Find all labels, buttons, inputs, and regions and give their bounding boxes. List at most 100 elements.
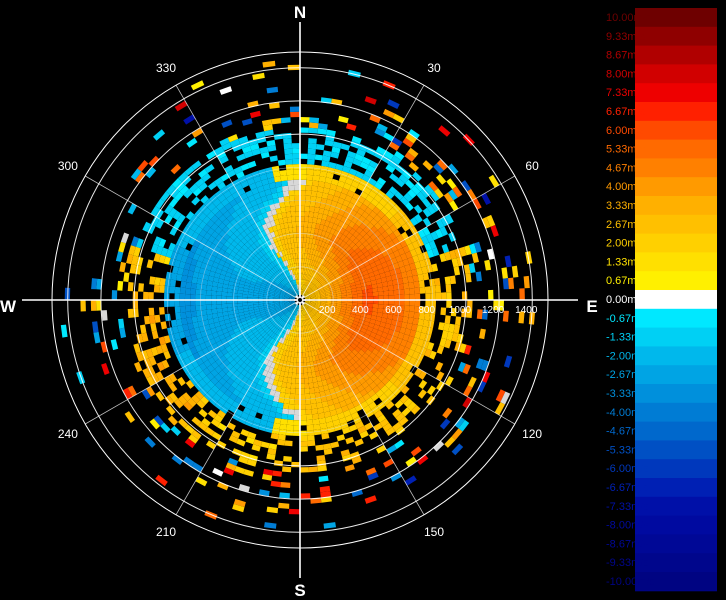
velocity-cell [314, 327, 319, 333]
velocity-cell [283, 260, 287, 267]
velocity-cell [283, 355, 288, 362]
velocity-cell [255, 312, 261, 317]
velocity-cell [233, 166, 243, 175]
velocity-cell [274, 291, 281, 295]
velocity-cell [258, 305, 265, 309]
velocity-cell [212, 331, 219, 339]
velocity-cell [263, 247, 269, 254]
velocity-cell [295, 378, 300, 384]
velocity-cell [248, 245, 255, 252]
velocity-cell [378, 295, 384, 300]
velocity-cell [322, 274, 328, 279]
velocity-cell [257, 327, 264, 333]
velocity-cell [192, 352, 201, 361]
velocity-cell [282, 279, 287, 285]
velocity-cell [276, 317, 282, 323]
velocity-cell [402, 277, 409, 284]
velocity-cell [293, 291, 297, 297]
velocity-cell [194, 226, 203, 235]
velocity-cell [226, 268, 234, 274]
velocity-cell [196, 315, 203, 322]
velocity-cell [284, 297, 290, 299]
velocity-cell [225, 271, 232, 278]
velocity-cell [287, 282, 292, 288]
velocity-cell [237, 269, 245, 275]
velocity-cell [210, 266, 217, 273]
velocity-cell [296, 331, 299, 337]
velocity-cell [503, 355, 513, 368]
velocity-cell [229, 393, 238, 401]
velocity-cell [334, 350, 340, 357]
velocity-cell [343, 356, 350, 364]
velocity-cell [300, 430, 308, 436]
velocity-cell [494, 402, 505, 416]
velocity-cell [271, 351, 277, 358]
velocity-cell [289, 106, 300, 112]
velocity-cell [263, 124, 273, 132]
velocity-cell [320, 219, 326, 226]
velocity-cell [314, 332, 319, 339]
velocity-cell [393, 250, 401, 258]
velocity-cell [327, 272, 333, 277]
velocity-cell [182, 268, 189, 277]
velocity-cell [219, 86, 233, 95]
velocity-cell [295, 253, 298, 259]
range-label: 1000 [449, 305, 472, 316]
velocity-cell [280, 305, 286, 309]
velocity-cell [230, 352, 238, 360]
velocity-cell [257, 335, 263, 341]
velocity-cell [309, 265, 314, 271]
velocity-cell [330, 306, 336, 310]
velocity-cell [188, 328, 196, 336]
velocity-cell [138, 283, 144, 292]
velocity-cell [266, 221, 272, 229]
velocity-cell [196, 278, 203, 285]
velocity-cell [337, 180, 345, 188]
velocity-cell [271, 242, 277, 249]
velocity-cell [295, 205, 300, 212]
velocity-cell [150, 206, 160, 217]
velocity-cell [345, 414, 354, 423]
velocity-cell [313, 349, 318, 356]
velocity-cell [295, 320, 298, 326]
velocity-cell [309, 323, 313, 330]
velocity-cell [352, 399, 361, 408]
velocity-cell [304, 383, 310, 389]
velocity-cell [278, 284, 284, 289]
velocity-cell [300, 441, 308, 447]
velocity-cell [390, 319, 398, 326]
velocity-cell [212, 261, 219, 269]
velocity-cell [297, 305, 300, 311]
velocity-cell [407, 348, 415, 357]
velocity-cell [210, 418, 221, 428]
velocity-cell [315, 444, 324, 451]
velocity-cell [284, 295, 291, 298]
velocity-cell [321, 314, 327, 319]
velocity-cell [321, 192, 329, 199]
velocity-cell [471, 252, 479, 263]
velocity-cell [203, 232, 212, 241]
velocity-cell [293, 291, 297, 296]
velocity-cell [275, 264, 281, 271]
velocity-cell [294, 404, 300, 410]
velocity-cell [234, 339, 241, 347]
velocity-cell [358, 330, 366, 337]
velocity-cell [402, 169, 412, 180]
velocity-cell [226, 296, 233, 300]
colorbar-swatch [635, 534, 717, 554]
velocity-cell [182, 249, 191, 257]
velocity-cell [333, 424, 342, 432]
velocity-cell [409, 249, 418, 257]
velocity-cell [414, 293, 421, 300]
velocity-cell [284, 302, 291, 305]
velocity-cell [321, 247, 327, 254]
velocity-cell [352, 263, 359, 269]
velocity-cell [409, 294, 416, 300]
velocity-cell [422, 340, 430, 349]
velocity-cell [336, 327, 343, 333]
velocity-cell [251, 243, 258, 250]
velocity-cell [511, 265, 519, 278]
velocity-cell [247, 339, 254, 346]
velocity-cell [321, 160, 330, 167]
velocity-cell [315, 297, 321, 300]
